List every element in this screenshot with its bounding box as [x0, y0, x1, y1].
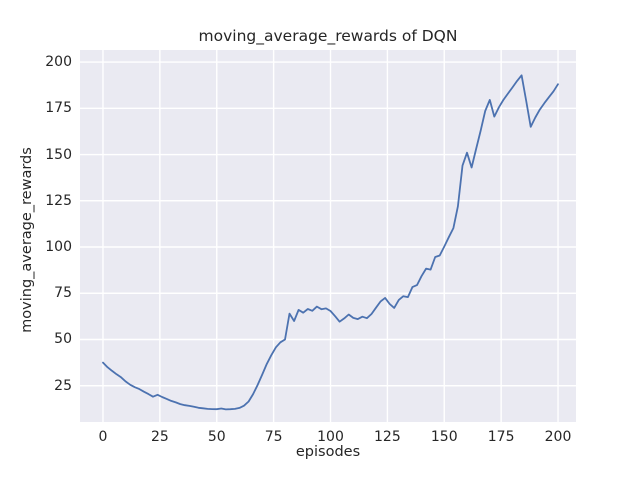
- gridlines: [80, 50, 576, 422]
- y-tick-label: 175: [45, 100, 72, 117]
- y-tick-label: 25: [54, 377, 72, 394]
- y-tick-label: 75: [54, 285, 72, 302]
- x-tick-label: 125: [374, 429, 401, 445]
- y-tick-label: 50: [54, 331, 72, 348]
- y-tick-label: 200: [45, 54, 72, 71]
- y-tick-label: 100: [45, 239, 72, 255]
- y-tick-label: 125: [45, 192, 72, 209]
- x-tick-label: 75: [264, 429, 283, 445]
- dqn-reward-line: [102, 74, 559, 411]
- x-tick-label: 0: [98, 429, 108, 445]
- x-tick-label: 25: [150, 429, 169, 445]
- x-tick-label: 200: [544, 429, 572, 445]
- x-tick-label: 100: [317, 429, 344, 445]
- chart-title: moving_average_rewards of DQN: [198, 27, 458, 45]
- y-tick-label: 150: [45, 146, 72, 163]
- x-tick-label: 50: [207, 429, 226, 445]
- x-axis-label: episodes: [295, 444, 361, 460]
- x-tick-label: 175: [487, 429, 515, 445]
- x-tick-label: 150: [430, 429, 458, 445]
